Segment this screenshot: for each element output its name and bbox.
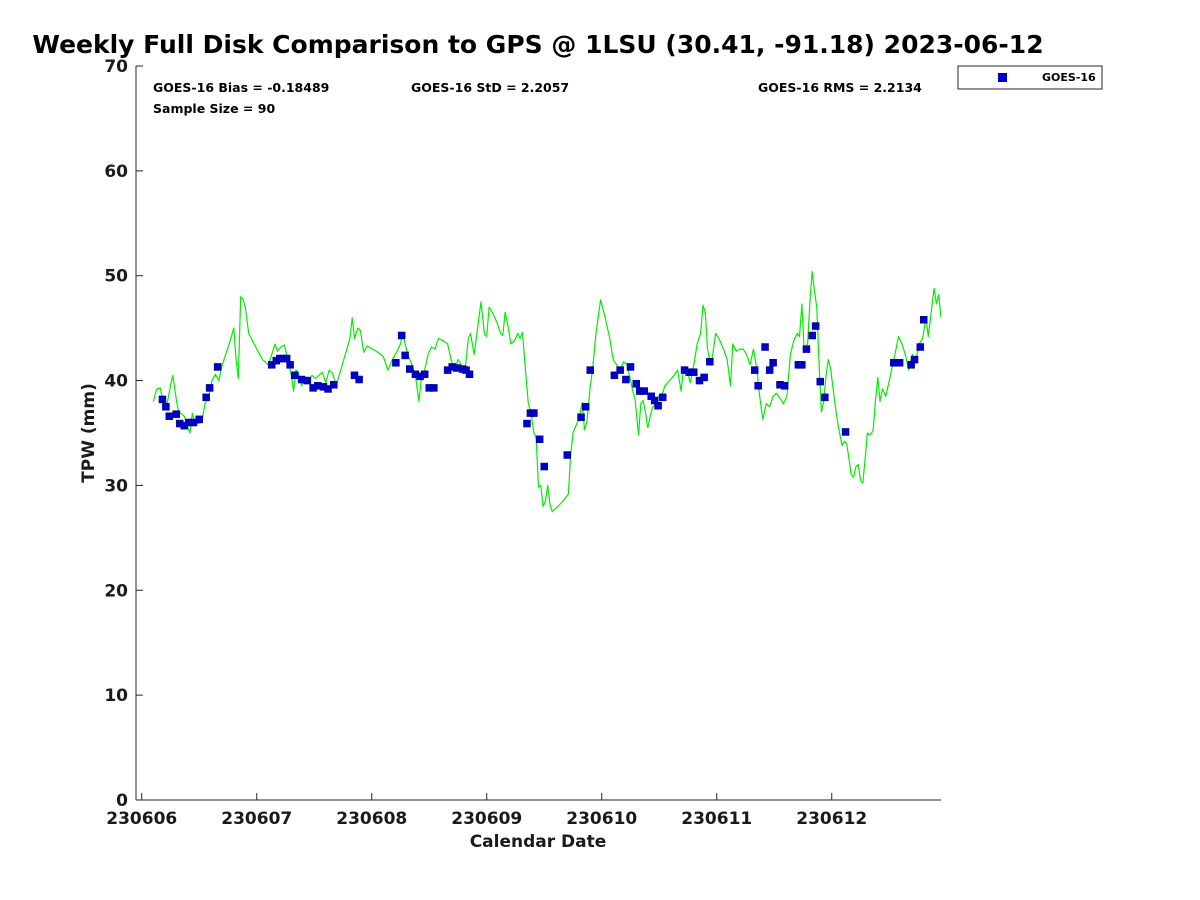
goes16-point — [535, 435, 544, 444]
goes16-point — [654, 401, 662, 410]
goes16-point — [632, 379, 640, 388]
goes16-point — [420, 370, 429, 379]
goes16-point — [920, 316, 928, 324]
rms-text: GOES-16 RMS = 2.2134 — [758, 80, 922, 95]
goes16-point — [355, 375, 363, 384]
x-tick-label: 230612 — [796, 809, 867, 829]
goes16-point — [780, 382, 789, 390]
x-axis-label: Calendar Date — [470, 832, 607, 852]
goes16-point — [392, 358, 400, 367]
goes16-point — [765, 366, 774, 374]
goes16-point — [769, 358, 777, 367]
goes16-point — [165, 412, 174, 420]
gps-series — [152, 270, 941, 513]
goes16-point — [802, 345, 811, 353]
goes16-point — [202, 393, 210, 402]
y-tick-label: 60 — [104, 162, 128, 182]
goes16-point — [690, 368, 698, 376]
goes16-point — [841, 428, 850, 436]
x-tick-label: 230611 — [681, 809, 752, 829]
goes16-point — [303, 376, 312, 385]
y-tick-label: 70 — [104, 57, 128, 77]
goes16-point — [158, 395, 167, 404]
goes16-point — [465, 370, 474, 379]
goes16-point — [350, 371, 359, 380]
goes16-point — [282, 354, 291, 363]
goes16-point — [811, 322, 820, 330]
y-ticks: 0 10 20 30 40 50 60 70 — [104, 57, 143, 811]
y-tick-label: 10 — [104, 686, 128, 706]
goes16-point — [405, 365, 414, 373]
goes16-point — [324, 385, 332, 393]
goes16-point — [563, 451, 571, 459]
gps-line — [152, 270, 941, 513]
goes16-point — [397, 331, 406, 340]
sample-size-text: Sample Size = 90 — [153, 101, 275, 116]
goes16-point — [640, 387, 649, 395]
goes16-point — [401, 351, 409, 360]
chart-title: Weekly Full Disk Comparison to GPS @ 1LS… — [32, 30, 1043, 59]
x-tick-label: 230609 — [451, 809, 522, 829]
y-tick-label: 50 — [104, 267, 128, 287]
goes16-point — [213, 363, 222, 371]
x-tick-label: 230606 — [106, 809, 177, 829]
x-tick-label: 230607 — [221, 809, 292, 829]
goes16-point — [910, 355, 919, 364]
legend: GOES-16 — [957, 65, 1103, 90]
goes16-point — [586, 366, 594, 374]
plot-area — [136, 66, 941, 800]
goes16-point — [916, 343, 925, 351]
goes16-point — [754, 382, 762, 390]
goes16-point — [162, 403, 170, 411]
y-tick-label: 0 — [116, 791, 128, 811]
std-text: GOES-16 StD = 2.2057 — [411, 80, 569, 95]
goes16-point — [577, 413, 585, 422]
goes16-point — [172, 410, 180, 418]
x-tick-label: 230610 — [566, 809, 637, 829]
y-tick-label: 20 — [104, 581, 128, 601]
goes16-point — [706, 357, 714, 366]
goes16-point — [286, 361, 294, 369]
goes16-point — [330, 381, 338, 389]
goes16-point — [290, 371, 299, 380]
x-tick-label: 230608 — [336, 809, 407, 829]
x-ticks: 230606 230607 230608 230609 230610 230611 2306… — [106, 793, 867, 829]
y-axis-label: TPW (mm) — [79, 383, 99, 483]
legend-box — [957, 65, 1103, 90]
legend-label: GOES-16 — [1042, 71, 1096, 84]
goes16-point — [581, 403, 590, 411]
legend-marker — [998, 73, 1007, 82]
goes16-point — [798, 361, 806, 369]
goes16-point — [430, 384, 438, 392]
goes16-point — [540, 462, 548, 471]
goes16-point — [195, 415, 203, 424]
goes16-point — [658, 393, 667, 402]
goes16-series — [158, 316, 928, 471]
goes16-point — [808, 331, 816, 340]
bias-text: GOES-16 Bias = -0.18489 — [153, 80, 329, 95]
goes16-point — [761, 343, 769, 351]
goes16-point — [267, 361, 276, 369]
goes16-point — [523, 419, 531, 428]
goes16-point — [205, 384, 214, 392]
goes16-point — [895, 358, 904, 367]
goes16-point — [622, 375, 630, 384]
goes16-point — [700, 373, 708, 382]
y-tick-label: 40 — [104, 372, 128, 392]
goes16-point — [610, 371, 619, 380]
goes16-point — [821, 393, 829, 402]
goes16-point — [816, 377, 824, 386]
goes16-point — [750, 366, 759, 374]
goes16-point — [530, 409, 538, 417]
goes16-point — [616, 366, 624, 374]
y-tick-label: 30 — [104, 476, 128, 496]
goes16-point — [626, 363, 635, 371]
